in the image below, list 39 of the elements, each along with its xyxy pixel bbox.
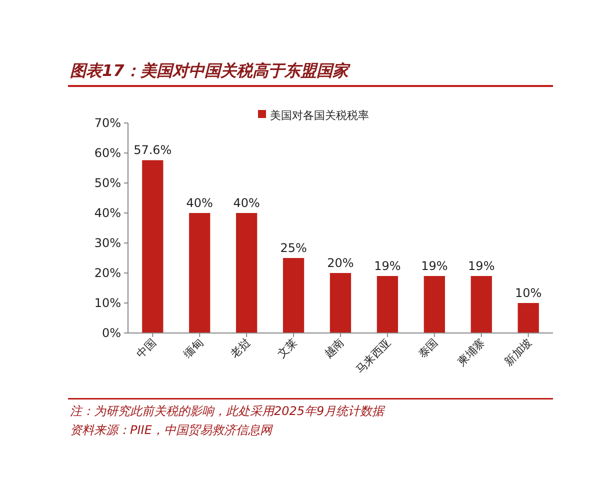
x-tick-label: 泰国 [416, 336, 441, 361]
bar [424, 276, 445, 333]
text: 10% [515, 286, 542, 300]
x-tick-label: 缅甸 [180, 336, 206, 361]
x-tick-label: 中国 [134, 336, 159, 361]
chart-title: 图表17：美国对中国关税高于东盟国家 [70, 61, 350, 80]
y-tick-label: 0% [102, 326, 121, 340]
y-tick-label: 50% [94, 176, 121, 190]
y-tick-label: 20% [94, 266, 121, 280]
x-tick-label: 马来西亚 [353, 336, 394, 376]
text: 57.6% [134, 143, 172, 158]
bar [330, 273, 352, 333]
text: 19% [468, 259, 495, 273]
y-tick-label: 60% [94, 146, 121, 160]
x-tick-label: 越南 [322, 336, 347, 361]
x-tick-label: 柬埔寨 [454, 336, 488, 368]
x-tick-label: 文莱 [274, 336, 300, 361]
legend-label: 美国对各国关税税率 [270, 108, 369, 122]
text: 40% [186, 196, 213, 210]
y-tick-label: 30% [94, 236, 121, 250]
text: 19% [421, 259, 448, 273]
text: 19% [374, 259, 401, 273]
x-tick-label: 新加坡 [502, 336, 534, 368]
bar [376, 276, 398, 333]
x-tick-label: 老挝 [228, 336, 253, 361]
y-tick-label: 10% [94, 296, 121, 310]
text: 20% [327, 256, 354, 270]
y-tick-label: 70% [94, 116, 121, 130]
bar [142, 160, 164, 333]
bar [282, 258, 304, 333]
bar [518, 303, 539, 333]
text: 40% [233, 196, 260, 210]
text: 资料来源：PIIE，中国贸易救济信息网 [70, 423, 274, 437]
text: 25% [280, 241, 307, 255]
bar [236, 213, 258, 333]
y-tick-label: 40% [94, 206, 121, 220]
bar [189, 213, 210, 333]
text: 注：为研究此前关税的影响，此处采用2025年9月统计数据 [70, 404, 386, 418]
bar [470, 276, 492, 333]
